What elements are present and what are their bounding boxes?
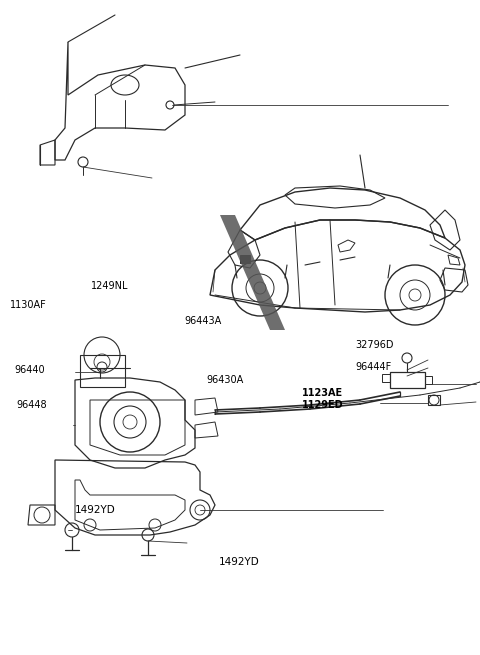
Text: 32796D: 32796D [355,340,394,350]
Text: 96448: 96448 [17,400,48,410]
Text: 96443A: 96443A [185,316,222,326]
Text: 1492YD: 1492YD [218,557,259,567]
Bar [240,255,250,263]
Text: 1123AE: 1123AE [302,388,344,398]
Text: 96444F: 96444F [355,362,392,372]
Text: 1129ED: 1129ED [302,400,344,410]
Text: 1492YD: 1492YD [74,504,115,515]
Polygon shape [220,215,285,330]
Bar [80,355,125,387]
Text: 1249NL: 1249NL [91,281,129,291]
Text: 96430A: 96430A [206,375,244,385]
Text: 96440: 96440 [14,365,45,375]
Text: 1130AF: 1130AF [10,299,47,310]
